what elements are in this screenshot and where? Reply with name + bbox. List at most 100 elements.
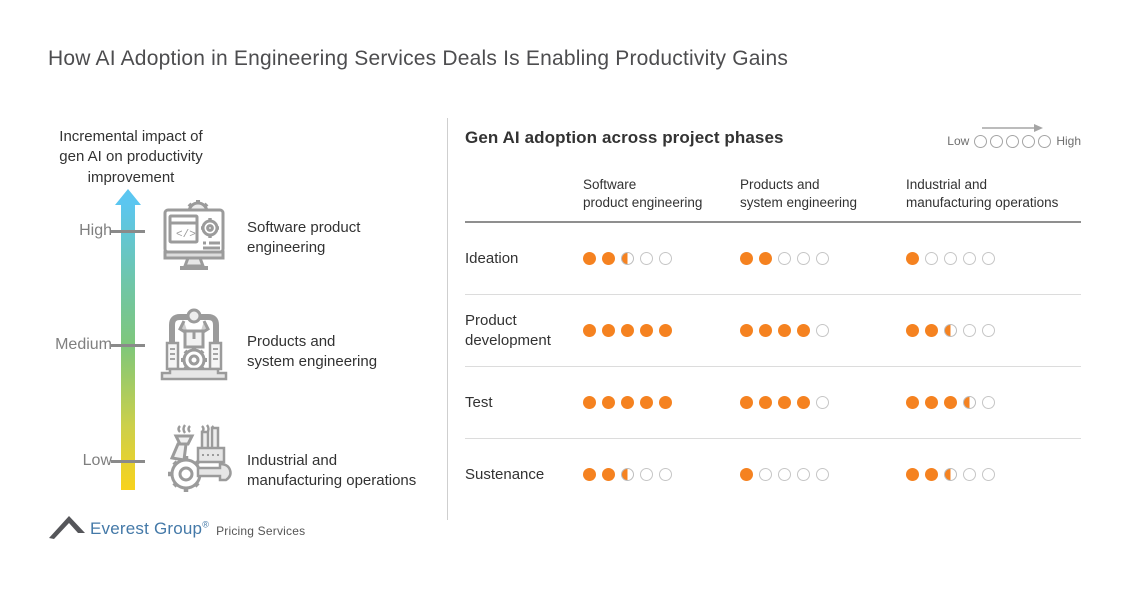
rating-dots: [583, 396, 740, 410]
dot-empty: [982, 396, 995, 410]
row-label: Ideation: [465, 249, 519, 267]
dot-empty: [925, 252, 938, 266]
dot-full: [640, 396, 653, 410]
dot-empty: [759, 468, 772, 482]
dot-full: [621, 396, 634, 410]
dot-full: [621, 324, 634, 338]
dot-full: [925, 396, 938, 410]
legend-circle: [974, 134, 988, 148]
matrix-header-spacer: [465, 176, 583, 211]
matrix-header-row: Software product engineering Products an…: [465, 176, 1081, 224]
panel-divider: [447, 118, 448, 520]
matrix-column-header-software: Software product engineering: [583, 177, 703, 210]
matrix-row-product-development: Product development: [465, 295, 1081, 368]
dot-half: [944, 468, 957, 482]
matrix-column-header-products: Products and system engineering: [740, 177, 858, 210]
impact-axis-title: Incremental impact of gen AI on producti…: [59, 128, 203, 186]
dot-empty: [797, 468, 810, 482]
dot-empty: [963, 324, 976, 338]
dot-empty: [797, 252, 810, 266]
tick-low: [111, 460, 145, 463]
adoption-matrix: Gen AI adoption across project phases Lo…: [465, 123, 1081, 510]
dot-full: [906, 468, 919, 482]
dot-empty: [982, 468, 995, 482]
tick-high: [111, 230, 145, 233]
dot-full: [659, 324, 672, 338]
dot-full: [640, 324, 653, 338]
dot-empty: [982, 252, 995, 266]
dot-empty: [659, 252, 672, 266]
axis-label-medium: Medium: [55, 336, 112, 353]
dot-empty: [778, 468, 791, 482]
rating-dots: [906, 252, 1081, 266]
matrix-row-ideation: Ideation: [465, 223, 1081, 296]
dot-full: [583, 396, 596, 410]
dot-full: [602, 252, 615, 266]
legend-circle: [1006, 134, 1020, 148]
dot-full: [740, 324, 753, 338]
rating-dots: [906, 468, 1081, 482]
dot-full: [740, 468, 753, 482]
legend-circle: [990, 134, 1004, 148]
dot-empty: [778, 252, 791, 266]
matrix-row-test: Test: [465, 367, 1081, 440]
impact-item-label-software: Software product engineering: [247, 219, 361, 257]
dot-full: [602, 324, 615, 338]
dot-full: [906, 396, 919, 410]
dot-full: [797, 396, 810, 410]
dot-half: [944, 324, 957, 338]
dot-full: [797, 324, 810, 338]
legend-dots: [974, 134, 1052, 148]
dot-empty: [816, 468, 829, 482]
impact-item-label-industrial: Industrial and manufacturing operations: [247, 452, 417, 490]
row-label: Sustenance: [465, 465, 545, 483]
industrial-manufacturing-icon: [158, 420, 232, 498]
dot-full: [906, 324, 919, 338]
dot-empty: [640, 252, 653, 266]
dot-full: [759, 324, 772, 338]
dot-empty: [816, 324, 829, 338]
dot-half: [963, 396, 976, 410]
rating-dots: [740, 252, 906, 266]
brand-name: Everest Group®: [90, 519, 210, 538]
axis-label-low: Low: [82, 452, 112, 469]
everest-mountain-icon: [49, 516, 85, 539]
dot-empty: [944, 252, 957, 266]
dot-full: [759, 252, 772, 266]
rating-dots: [583, 252, 740, 266]
rating-dots: [740, 468, 906, 482]
products-system-engineering-icon: [158, 303, 230, 381]
adoption-legend: Low High: [947, 123, 1081, 148]
rating-dots: [583, 324, 740, 338]
dot-half: [621, 468, 634, 482]
svg-text:</>: </>: [176, 229, 196, 241]
registered-mark: ®: [202, 519, 210, 530]
dot-full: [740, 252, 753, 266]
dot-full: [583, 324, 596, 338]
rating-dots: [740, 396, 906, 410]
dot-empty: [816, 252, 829, 266]
legend-scale: [974, 123, 1052, 148]
page-title: How AI Adoption in Engineering Services …: [48, 47, 789, 70]
footer-logo: Everest Group® Pricing Services: [48, 511, 305, 539]
dot-full: [659, 396, 672, 410]
dot-full: [944, 396, 957, 410]
dot-full: [778, 324, 791, 338]
row-label: Product development: [465, 312, 551, 349]
row-label: Test: [465, 393, 493, 411]
dot-empty: [982, 324, 995, 338]
dot-empty: [816, 396, 829, 410]
rating-dots: [583, 468, 740, 482]
matrix-title: Gen AI adoption across project phases: [465, 128, 784, 147]
dot-full: [925, 324, 938, 338]
dot-full: [583, 252, 596, 266]
dot-half: [621, 252, 634, 266]
legend-high-label: High: [1056, 134, 1081, 148]
legend-circle: [1038, 134, 1052, 148]
dot-empty: [963, 468, 976, 482]
impact-item-label-products: Products and system engineering: [247, 333, 378, 371]
axis-label-high: High: [79, 222, 112, 239]
dot-full: [583, 468, 596, 482]
dot-empty: [963, 252, 976, 266]
